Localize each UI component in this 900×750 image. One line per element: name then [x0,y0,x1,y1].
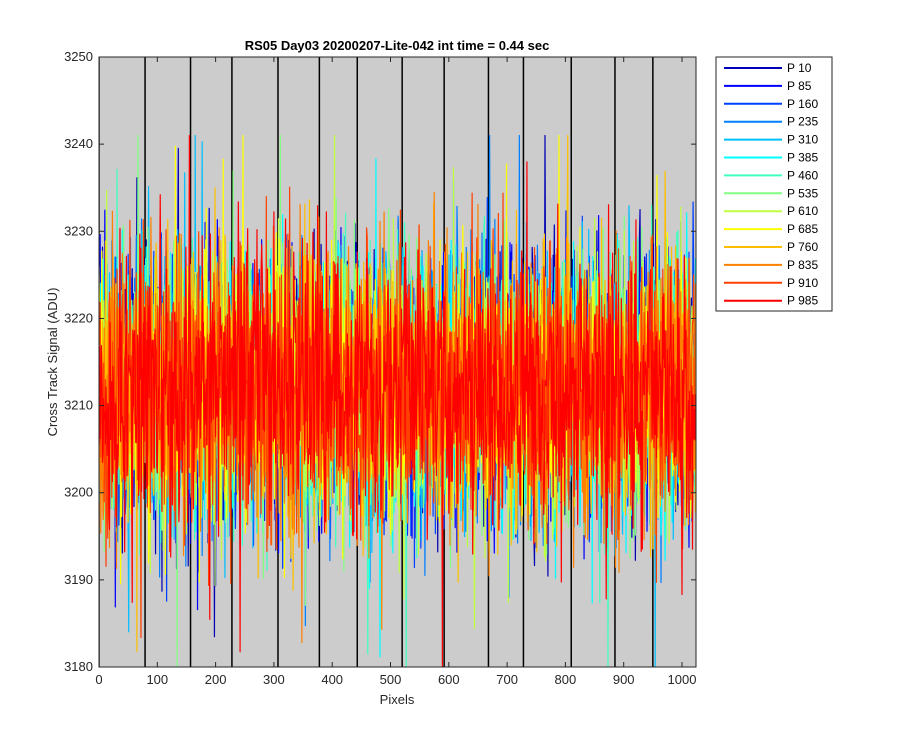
x-tick-label: 300 [263,672,285,687]
legend-label: P 610 [787,204,818,218]
x-tick-label: 1000 [668,672,697,687]
legend-label: P 835 [787,258,818,272]
x-tick-label: 700 [496,672,518,687]
legend-box [715,56,833,312]
x-tick-label: 600 [438,672,460,687]
y-axis-label: Cross Track Signal (ADU) [45,288,60,437]
legend-label: P 760 [787,240,818,254]
y-tick-label: 3190 [64,572,93,587]
y-tick-label: 3230 [64,223,93,238]
x-tick-label: 100 [146,672,168,687]
legend-label: P 685 [787,222,818,236]
x-axis-ticks: 0 100 200 300 400 500 600 700 800 900 1000 [95,57,696,687]
y-axis-ticks: 3180 3190 3200 3210 3220 3230 3240 3250 [64,49,696,674]
y-tick-label: 3180 [64,659,93,674]
x-tick-label: 900 [613,672,635,687]
legend-label: P 310 [787,133,818,147]
legend-label: P 10 [787,61,812,75]
x-axis-label: Pixels [380,692,415,707]
legend-label: P 535 [787,186,818,200]
legend-label: P 85 [787,79,812,93]
legend-label: P 460 [787,168,818,182]
data-series [99,134,696,667]
legend-label: P 985 [787,294,818,308]
legend-label: P 385 [787,151,818,165]
legend-label: P 160 [787,97,818,111]
y-tick-label: 3240 [64,136,93,151]
series-line [99,134,696,667]
legend: P 10 P 85 P 160 P 235 P 310 P 385 P 460 P 535 P … [715,56,833,312]
y-tick-label: 3220 [64,310,93,325]
chart-title: RS05 Day03 20200207-Lite-042 int time = … [245,38,550,53]
plot-frame [98,56,697,668]
x-tick-label: 800 [555,672,577,687]
legend-label: P 910 [787,276,818,290]
y-tick-label: 3200 [64,485,93,500]
x-tick-label: 200 [205,672,227,687]
legend-label: P 235 [787,115,818,129]
x-tick-label: 500 [380,672,402,687]
y-tick-label: 3210 [64,398,93,413]
y-tick-label: 3250 [64,49,93,64]
x-tick-label: 400 [321,672,343,687]
x-tick-label: 0 [95,672,102,687]
